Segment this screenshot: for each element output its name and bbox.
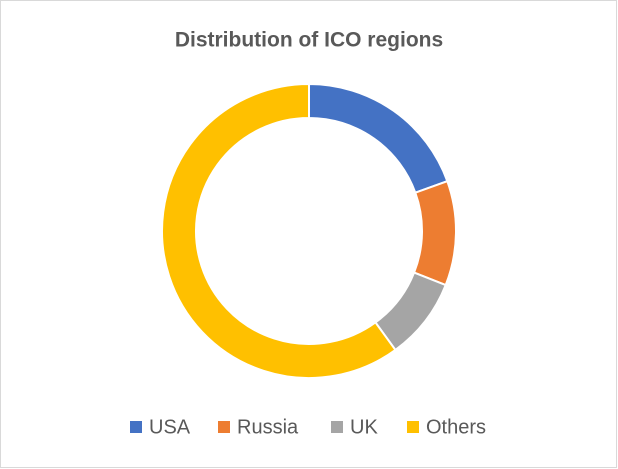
chart-title: Distribution of ICO regions (175, 29, 443, 52)
legend-swatch (218, 421, 230, 433)
legend-label: Russia (237, 416, 299, 438)
legend-label: UK (350, 416, 378, 438)
donut-slice (161, 82, 397, 379)
legend-label: Others (426, 416, 486, 438)
legend-label: USA (149, 416, 191, 438)
legend-swatch (407, 421, 419, 433)
legend-swatch (331, 421, 343, 433)
legend-swatch (130, 421, 142, 433)
